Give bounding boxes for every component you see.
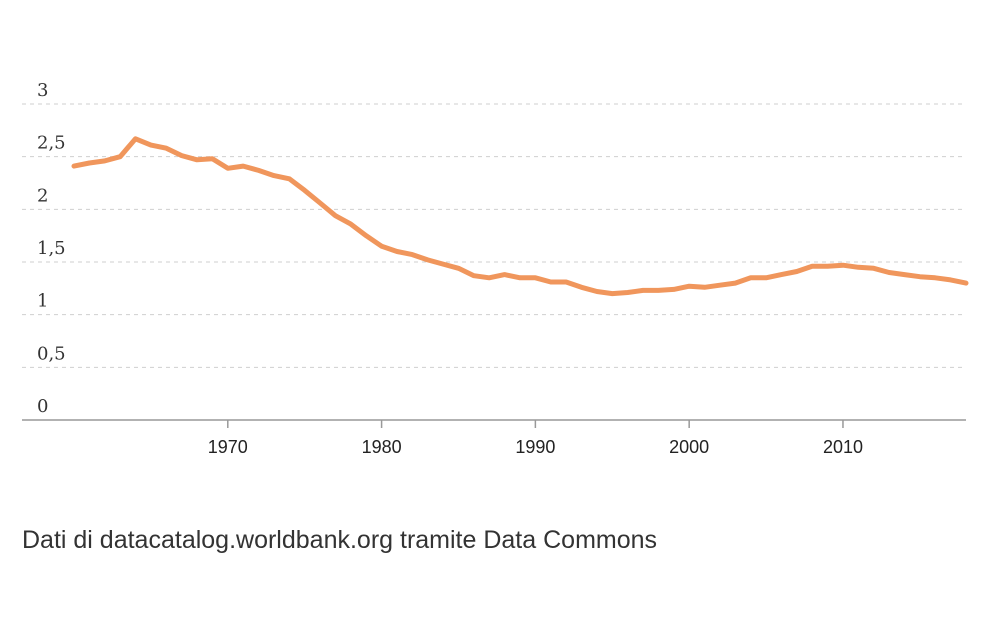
y-tick-label: 1,5 xyxy=(37,238,66,259)
y-tick-label: 2,5 xyxy=(37,133,66,154)
source-note: Dati di datacatalog.worldbank.org tramit… xyxy=(22,526,658,554)
y-tick-label: 3 xyxy=(37,80,48,101)
chart: 0 0,5 1 1,5 2 2,5 3 1970 1980 1990 2000 2010 xyxy=(22,80,969,457)
y-tick-label: 0,5 xyxy=(37,343,66,364)
x-tick-label: 1990 xyxy=(515,437,555,457)
x-axis-ticks: 1970 1980 1990 2000 2010 xyxy=(208,420,863,457)
y-tick-label: 0 xyxy=(37,396,48,417)
x-tick-label: 1980 xyxy=(362,437,402,457)
x-tick-label: 1970 xyxy=(208,437,248,457)
series-line xyxy=(71,136,969,297)
y-tick-label: 2 xyxy=(37,185,48,206)
gridlines xyxy=(22,103,966,368)
y-tick-label: 1 xyxy=(37,291,48,312)
x-tick-label: 2000 xyxy=(669,437,709,457)
y-axis-tick-labels: 0 0,5 1 1,5 2 2,5 3 xyxy=(37,80,66,417)
series-layer xyxy=(71,136,969,297)
x-tick-label: 2010 xyxy=(823,437,863,457)
